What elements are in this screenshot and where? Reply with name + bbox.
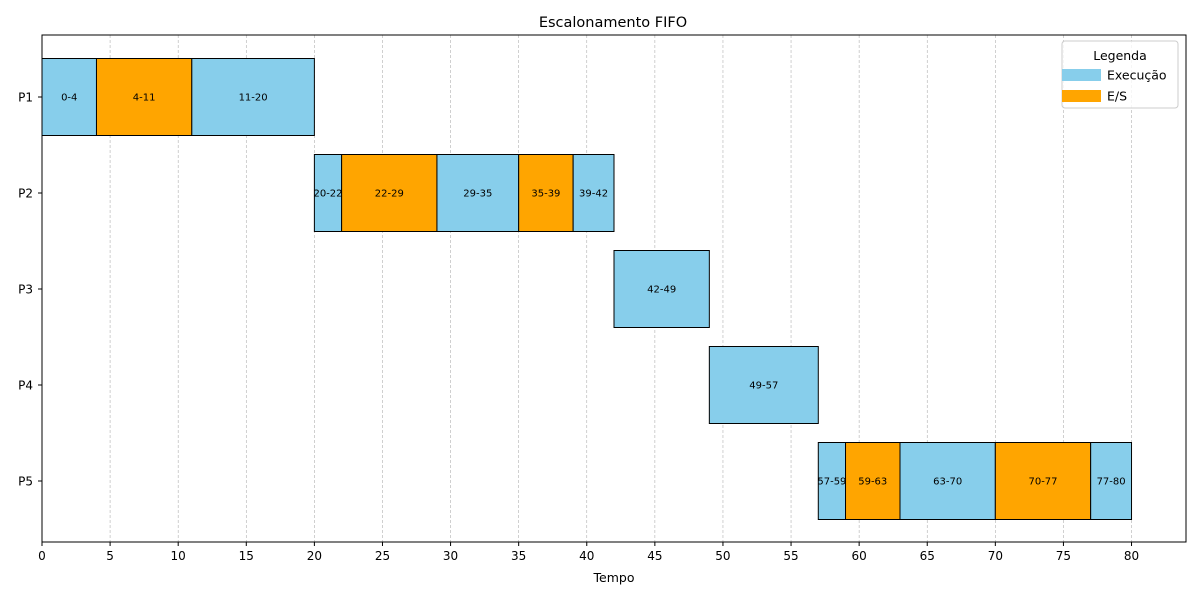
bar-p5-exec xyxy=(1090,442,1133,520)
y-tick-label: P3 xyxy=(18,283,33,297)
bar-label: 59-63 xyxy=(858,477,887,488)
y-tick-label: P2 xyxy=(18,187,33,201)
bar-p5-exec xyxy=(817,442,847,520)
x-tick-label: 40 xyxy=(579,549,594,563)
bar-p2-exec xyxy=(436,154,520,232)
bar-label: 11-20 xyxy=(239,93,268,104)
bar-label: 20-22 xyxy=(313,189,342,200)
x-tick-label: 20 xyxy=(307,549,322,563)
x-tick-label: 10 xyxy=(171,549,186,563)
bar-p3-exec xyxy=(613,250,710,328)
chart-title: Escalonamento FIFO xyxy=(539,15,687,31)
legend-label-exec: Execução xyxy=(1107,68,1167,83)
bar-p1-exec xyxy=(191,58,315,136)
bar-label: 63-70 xyxy=(933,477,962,488)
bar-label: 29-35 xyxy=(463,189,492,200)
y-tick-label: P5 xyxy=(18,475,33,489)
x-tick-label: 15 xyxy=(239,549,254,563)
x-tick-label: 70 xyxy=(988,549,1003,563)
bar-p5-io xyxy=(994,442,1092,520)
bars: 0-4 4-11 11-20 20-22 22-29 29-35 35-39 39-42 42-… xyxy=(41,58,1133,520)
x-tick-label: 65 xyxy=(920,549,935,563)
bar-label: 57-59 xyxy=(817,477,846,488)
x-tick-label: 55 xyxy=(783,549,798,563)
x-tick-label: 35 xyxy=(511,549,526,563)
bar-p4-exec xyxy=(708,346,819,424)
x-tick-label: 5 xyxy=(106,549,114,563)
bar-label: 0-4 xyxy=(61,93,77,104)
y-axis-ticks: P1 P2 P3 P4 P5 xyxy=(18,91,42,489)
bar-label: 22-29 xyxy=(375,189,404,200)
legend-swatch-io xyxy=(1062,90,1101,102)
x-axis-label: Tempo xyxy=(593,570,635,585)
x-tick-label: 0 xyxy=(38,549,46,563)
bar-p5-exec xyxy=(899,442,996,520)
bar-label: 77-80 xyxy=(1097,477,1126,488)
legend: Legenda Execução E/S xyxy=(1061,40,1179,109)
x-tick-label: 80 xyxy=(1124,549,1139,563)
bar-label: 49-57 xyxy=(749,381,778,392)
bar-p2-io xyxy=(518,154,574,232)
bar-label: 70-77 xyxy=(1028,477,1057,488)
x-axis-ticks: 0 5 10 15 20 25 30 35 40 45 50 55 60 65 70 75 80 xyxy=(38,542,1139,563)
x-tick-label: 60 xyxy=(852,549,867,563)
legend-label-io: E/S xyxy=(1107,89,1127,104)
x-tick-label: 30 xyxy=(443,549,458,563)
y-tick-label: P1 xyxy=(18,91,33,105)
bar-label: 42-49 xyxy=(647,285,676,296)
x-tick-label: 25 xyxy=(375,549,390,563)
bar-label: 4-11 xyxy=(133,93,156,104)
bar-label: 39-42 xyxy=(579,189,608,200)
x-tick-label: 75 xyxy=(1056,549,1071,563)
bar-p2-io xyxy=(341,154,438,232)
bar-p1-exec xyxy=(41,58,97,136)
x-tick-label: 45 xyxy=(647,549,662,563)
x-tick-label: 50 xyxy=(715,549,730,563)
bar-p2-exec xyxy=(572,154,615,232)
legend-swatch-exec xyxy=(1062,69,1101,81)
bar-label: 35-39 xyxy=(531,189,560,200)
legend-title: Legenda xyxy=(1093,48,1147,63)
bar-p5-io xyxy=(845,442,901,520)
y-tick-label: P4 xyxy=(18,379,33,393)
